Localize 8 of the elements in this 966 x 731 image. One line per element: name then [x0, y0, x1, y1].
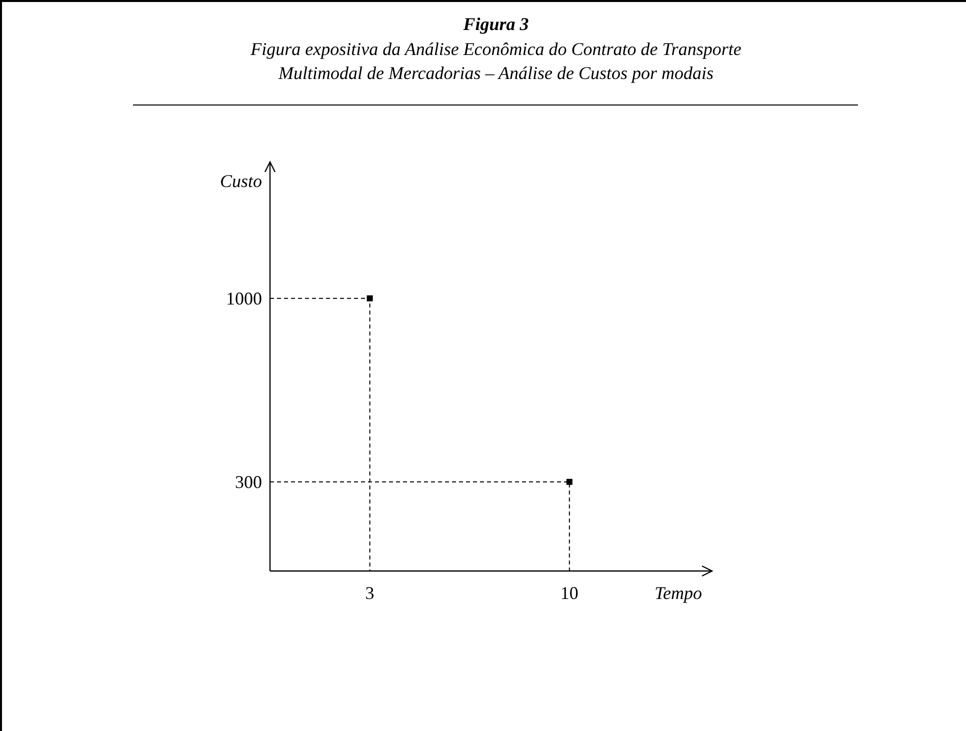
x-axis-title: Tempo: [654, 583, 702, 603]
y-axis-title: Custo: [220, 171, 262, 191]
y-tick-label: 1000: [226, 288, 262, 308]
chart-subtitle: Figura expositiva da Análise Econômica do Contrato de Transporte Multimodal de Mercadorias – Análise de Custos por modais: [250, 39, 742, 83]
x-tick-label: 3: [365, 583, 374, 603]
y-tick-label: 300: [235, 472, 262, 492]
chart-title: Figura 3: [462, 14, 529, 34]
x-tick-label: 10: [560, 583, 578, 603]
